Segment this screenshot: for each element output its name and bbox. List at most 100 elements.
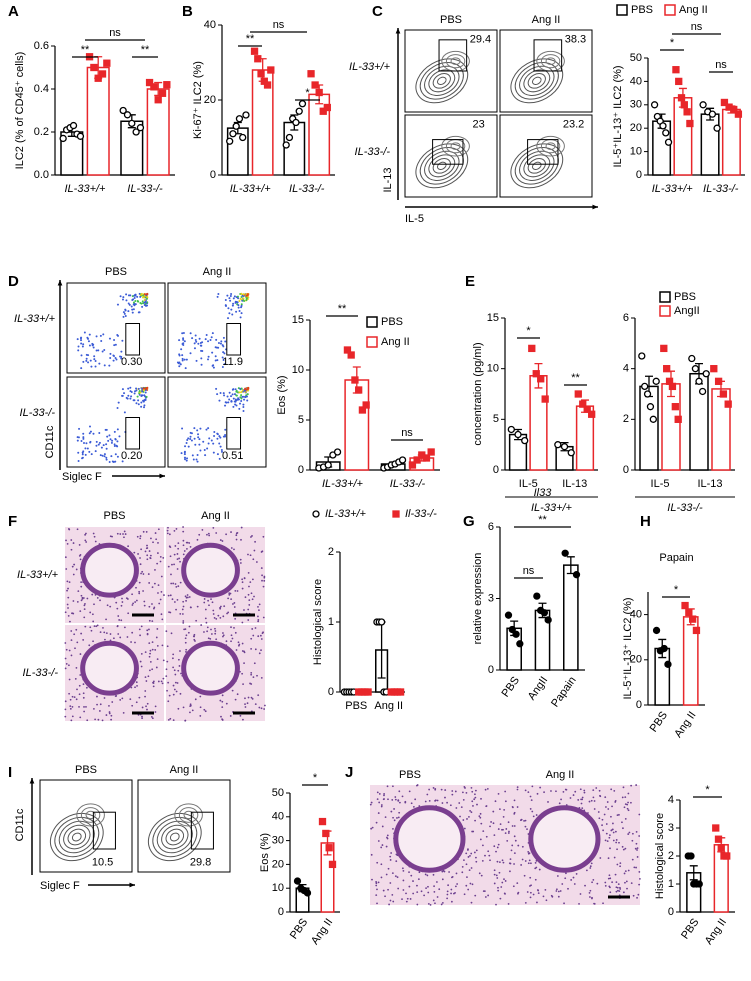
nucleus: [625, 880, 628, 883]
nucleus: [142, 573, 145, 575]
event: [216, 437, 219, 440]
data-point: [355, 386, 363, 394]
significance-label: *: [526, 325, 531, 337]
event: [84, 447, 87, 450]
event: [218, 435, 221, 438]
nucleus: [463, 827, 466, 830]
data-point: [561, 549, 569, 557]
data-point: [322, 829, 330, 838]
event: [189, 352, 192, 355]
airway: [80, 640, 139, 696]
y-axis-label: Eos (%): [276, 375, 288, 414]
nucleus: [135, 681, 138, 684]
nucleus: [73, 696, 76, 699]
event: [195, 340, 198, 343]
event: [105, 456, 108, 459]
y-axis-label: Histological score: [312, 579, 324, 665]
nucleus: [623, 806, 626, 809]
y-tick-label: 40: [272, 811, 284, 823]
nucleus: [391, 893, 394, 896]
event: [87, 340, 90, 343]
nucleus: [599, 794, 601, 797]
nucleus: [591, 881, 593, 884]
nucleus: [105, 714, 108, 716]
nucleus: [103, 631, 106, 634]
event: [216, 453, 219, 456]
nucleus: [146, 702, 149, 705]
nucleus: [214, 627, 216, 630]
event: [233, 295, 236, 298]
y-tick-label: 1: [328, 616, 334, 628]
x-tick-label: Ang II: [703, 917, 729, 947]
nucleus: [123, 626, 126, 629]
nucleus: [182, 621, 185, 624]
y-tick-label: 6: [623, 312, 629, 324]
nucleus: [241, 642, 244, 645]
nucleus: [140, 572, 142, 575]
nucleus: [511, 844, 514, 847]
nucleus: [123, 536, 125, 539]
nucleus: [389, 855, 392, 858]
row-label: IL-33+/+: [14, 313, 56, 325]
event: [213, 435, 216, 438]
nucleus: [609, 891, 612, 894]
nucleus: [173, 553, 176, 556]
nucleus: [262, 535, 265, 538]
event: [228, 391, 231, 394]
nucleus: [241, 578, 244, 581]
nucleus: [219, 539, 222, 541]
event: [215, 387, 218, 390]
x-tick-label: Ang II: [309, 917, 335, 947]
event: [213, 431, 216, 434]
nucleus: [397, 799, 400, 801]
nucleus: [420, 890, 423, 893]
gate-value: 0.20: [121, 450, 142, 462]
nucleus: [154, 569, 156, 571]
nucleus: [401, 898, 403, 900]
nucleus: [401, 795, 404, 798]
nucleus: [381, 844, 384, 846]
nucleus: [155, 636, 158, 639]
nucleus: [389, 882, 392, 884]
event: [230, 293, 233, 296]
event: [110, 441, 113, 444]
nucleus: [219, 699, 222, 702]
nucleus: [450, 892, 452, 895]
bar: [652, 120, 672, 176]
gate: [438, 39, 468, 72]
legend-symbol: [366, 316, 378, 328]
event: [214, 346, 217, 349]
nucleus: [199, 715, 202, 717]
data-point: [229, 130, 237, 138]
event: [185, 441, 188, 444]
nucleus: [211, 601, 214, 604]
nucleus: [109, 605, 112, 608]
nucleus: [235, 649, 238, 651]
event: [199, 449, 202, 452]
nucleus: [589, 889, 592, 892]
nucleus: [89, 626, 92, 629]
significance-label: **: [246, 33, 255, 45]
nucleus: [247, 553, 249, 556]
nucleus: [446, 801, 448, 804]
nucleus: [636, 849, 638, 851]
nucleus: [80, 632, 83, 635]
nucleus: [470, 901, 473, 904]
y-tick-label: 2: [623, 413, 629, 425]
gate-value: 29.4: [470, 34, 491, 46]
nucleus: [524, 789, 527, 792]
event: [196, 453, 199, 456]
nucleus: [436, 881, 438, 883]
nucleus: [469, 809, 471, 812]
data-point: [692, 626, 701, 635]
event: [105, 428, 108, 431]
event: [222, 358, 225, 361]
nucleus: [221, 540, 224, 542]
event: [142, 387, 145, 390]
nucleus: [144, 651, 147, 654]
nucleus: [168, 545, 171, 548]
nucleus: [599, 857, 602, 859]
nucleus: [564, 788, 567, 791]
nucleus: [248, 585, 250, 588]
nucleus: [590, 862, 593, 865]
